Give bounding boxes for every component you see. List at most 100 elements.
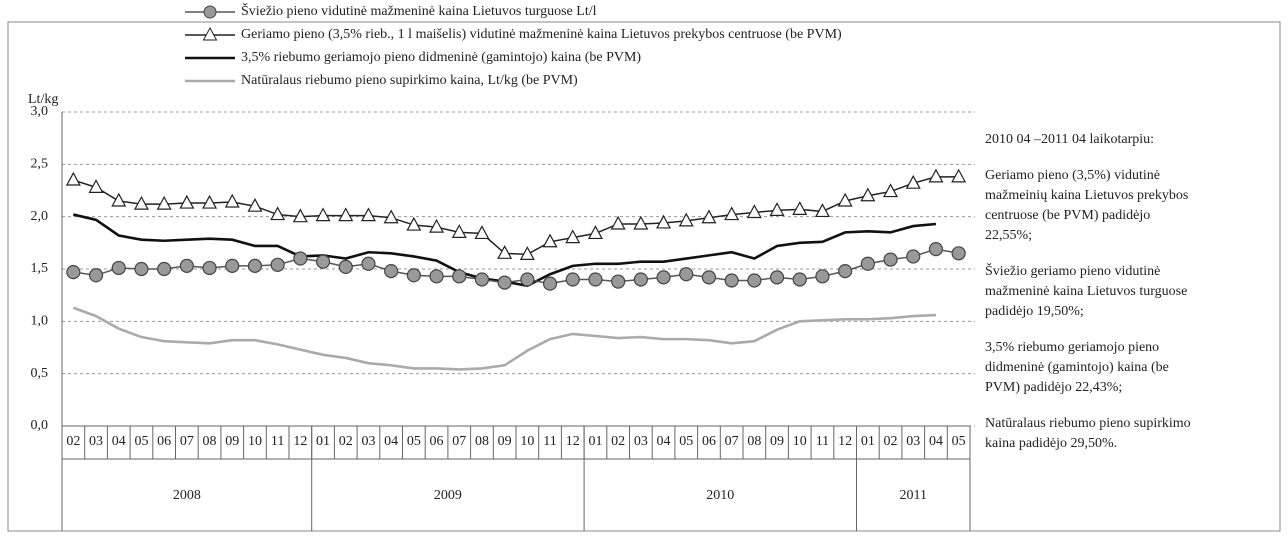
legend-label: Geriamo pieno (3,5% rieb., 1 l maišelis)… xyxy=(241,27,842,42)
data-point xyxy=(633,215,649,230)
data-point xyxy=(497,245,513,259)
annotation: mažmeinių kaina Lietuvos prekybos xyxy=(985,188,1188,203)
data-point xyxy=(860,256,875,271)
annotation: didmeninė (gamintojo) kaina (be xyxy=(985,360,1169,375)
legend-label: Šviežio pieno vidutinė mažmeninė kaina L… xyxy=(241,2,597,19)
data-point xyxy=(224,193,240,208)
group-label: 2011 xyxy=(900,488,927,503)
data-point xyxy=(247,258,263,273)
x-tick-label: 02 xyxy=(884,434,898,449)
data-point xyxy=(883,252,898,267)
data-point xyxy=(905,174,921,189)
x-tick-label: 10 xyxy=(248,434,262,449)
x-tick-label: 09 xyxy=(225,434,239,449)
x-tick-label: 02 xyxy=(611,434,625,449)
data-point xyxy=(928,242,944,257)
legend-marker xyxy=(202,26,218,41)
x-tick-label: 02 xyxy=(339,434,353,449)
annotation: Natūralaus riebumo pieno supirkimo xyxy=(985,416,1191,431)
annotation: 22,55%; xyxy=(985,228,1032,243)
data-point xyxy=(293,251,308,266)
data-point xyxy=(202,260,217,276)
x-tick-label: 10 xyxy=(793,434,807,449)
x-tick-label: 04 xyxy=(384,434,398,449)
data-point xyxy=(338,259,353,275)
data-point xyxy=(542,276,558,291)
data-point xyxy=(111,260,126,276)
data-point xyxy=(65,171,81,186)
x-tick-label: 07 xyxy=(725,434,739,449)
data-point xyxy=(179,194,195,209)
x-tick-label: 05 xyxy=(407,434,421,449)
x-tick-label: 08 xyxy=(747,434,761,449)
data-point xyxy=(134,261,149,277)
group-label: 2010 xyxy=(706,488,734,503)
data-point xyxy=(587,225,603,240)
x-tick-label: 09 xyxy=(770,434,784,449)
x-tick-label: 11 xyxy=(816,434,829,449)
data-point xyxy=(746,204,762,219)
annotation: kaina padidėjo 29,50%. xyxy=(985,436,1117,451)
data-point xyxy=(724,273,739,288)
x-tick-label: 11 xyxy=(271,434,284,449)
data-point xyxy=(837,192,853,207)
x-tick-label: 06 xyxy=(702,434,716,449)
data-point xyxy=(611,274,626,289)
y-axis-label: Lt/kg xyxy=(28,92,58,107)
legend-label: Natūralaus riebumo pieno supirkimo kaina… xyxy=(241,73,578,88)
data-point xyxy=(928,168,944,183)
x-tick-label: 12 xyxy=(566,434,580,449)
y-tick-label: 1,5 xyxy=(31,261,49,276)
data-point xyxy=(610,215,626,230)
data-point xyxy=(247,197,263,212)
data-point xyxy=(838,263,853,279)
data-point xyxy=(724,206,740,221)
data-point xyxy=(429,269,444,284)
y-tick-label: 3,0 xyxy=(31,104,49,119)
x-tick-label: 07 xyxy=(180,434,194,449)
data-point xyxy=(429,218,445,233)
data-point xyxy=(88,268,104,283)
data-point xyxy=(860,187,876,202)
data-point xyxy=(179,258,194,273)
x-tick-label: 10 xyxy=(520,434,534,449)
data-point xyxy=(883,183,899,198)
data-point xyxy=(678,212,694,227)
data-point xyxy=(383,209,399,224)
data-point xyxy=(747,273,762,288)
data-point xyxy=(270,206,286,221)
data-point xyxy=(701,270,717,285)
data-point xyxy=(88,179,104,193)
data-point xyxy=(656,270,671,285)
data-point xyxy=(951,168,967,183)
data-point xyxy=(384,263,399,279)
annotation: PVM) padidėjo 22,43%; xyxy=(985,380,1122,395)
annotation: 2010 04 –2011 04 laikotarpiu: xyxy=(985,132,1154,147)
data-point xyxy=(270,257,285,272)
x-tick-label: 05 xyxy=(952,434,966,449)
data-point xyxy=(815,269,830,284)
x-tick-label: 03 xyxy=(89,434,103,449)
legend-marker xyxy=(203,5,217,19)
data-point xyxy=(792,201,808,215)
x-tick-label: 09 xyxy=(498,434,512,449)
y-tick-label: 2,5 xyxy=(31,157,49,172)
series-line xyxy=(73,176,959,256)
data-point xyxy=(66,265,81,280)
x-tick-label: 06 xyxy=(157,434,171,449)
x-tick-label: 03 xyxy=(634,434,648,449)
data-point xyxy=(406,268,421,283)
y-tick-label: 0,0 xyxy=(31,418,49,433)
data-point xyxy=(497,275,512,290)
y-tick-label: 2,0 xyxy=(31,209,49,224)
legend-label: 3,5% riebumo geriamojo pieno didmeninė (… xyxy=(241,50,641,65)
data-point xyxy=(451,224,467,238)
data-point xyxy=(156,195,172,210)
data-point xyxy=(315,254,331,269)
x-tick-label: 08 xyxy=(203,434,217,449)
annotation: centruose (be PVM) padidėjo xyxy=(985,208,1150,223)
group-label: 2008 xyxy=(173,488,201,503)
y-tick-label: 0,5 xyxy=(31,366,49,381)
y-tick-label: 1,0 xyxy=(31,314,49,329)
